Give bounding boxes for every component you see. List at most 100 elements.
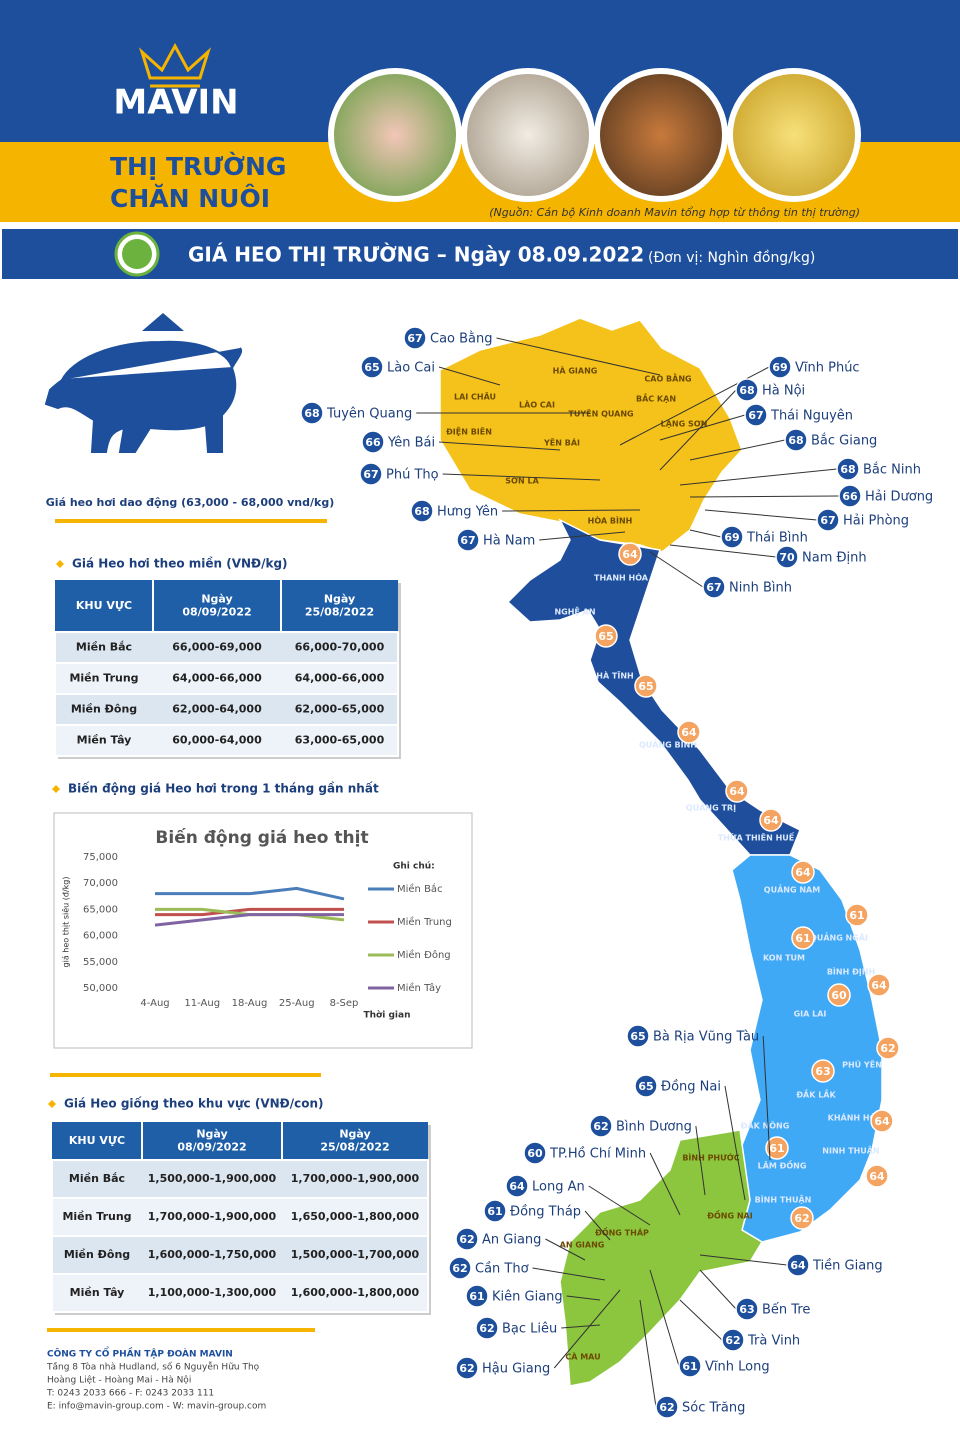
- callout-name: Cao Bằng: [430, 332, 493, 347]
- callout-line: [704, 509, 818, 521]
- callout-badge: [456, 528, 480, 552]
- map-badge: [677, 720, 701, 744]
- map-region-label: QUẢNG BÌNH: [639, 739, 697, 750]
- map-region-label: THỪA THIÊN HUẾ: [718, 831, 795, 843]
- callout-badge: [634, 1074, 658, 1098]
- callout-name: Lào Cai: [387, 361, 435, 376]
- table-cell: 1,700,000-1,900,000: [291, 1172, 420, 1185]
- bullet: [48, 1100, 56, 1108]
- header-stripe: [0, 222, 960, 228]
- logo: MAVIN: [113, 83, 238, 123]
- callout-name: Bạc Liêu: [502, 1322, 557, 1337]
- table-row: [54, 631, 399, 664]
- map-region-label: NINH THUẬN: [822, 1146, 879, 1156]
- table-header-cell: 08/09/2022: [177, 1141, 246, 1154]
- callout-value: 61: [487, 1205, 502, 1218]
- map-region-label: CÀ MAU: [565, 1351, 600, 1362]
- y-tick-label: 65,000: [83, 904, 118, 915]
- callout-badge: [523, 1141, 547, 1165]
- callout-value: 62: [593, 1120, 608, 1133]
- banner-title: GIÁ HEO THỊ TRƯỜNG – Ngày 08.09.2022: [188, 243, 644, 267]
- callout-line: [439, 441, 561, 451]
- callout-line: [442, 473, 601, 481]
- x-tick-label: 25-Aug: [279, 998, 315, 1009]
- section-heading: Biến động giá Heo hơi trong 1 tháng gần …: [68, 782, 379, 796]
- divider: [55, 519, 327, 523]
- callout-value: 65: [638, 1080, 653, 1093]
- map-badge: [791, 926, 815, 950]
- content: Giá Heo hơi theo miền (VNĐ/kg) Biến động …: [46, 326, 933, 1419]
- map-badge: [811, 1059, 835, 1083]
- callout-name: An Giang: [482, 1233, 541, 1248]
- table-cell: 1,600,000-1,800,000: [291, 1286, 420, 1299]
- callout-line: [695, 1125, 706, 1196]
- map-badge: [634, 674, 658, 698]
- callout-line: [553, 1289, 621, 1369]
- map-badge-value: 65: [638, 680, 653, 693]
- table-cell: 1,700,000-1,900,000: [148, 1210, 277, 1223]
- callout-value: 60: [527, 1147, 543, 1160]
- callout-badge: [838, 484, 862, 508]
- bullet: [52, 785, 60, 793]
- callout-badge: [786, 1253, 810, 1277]
- callout-name: Long An: [532, 1180, 585, 1195]
- callout-badge: [702, 575, 726, 599]
- map-badge-value: 64: [729, 785, 745, 798]
- callout-value: 62: [725, 1334, 740, 1347]
- map-badge-value: 63: [815, 1065, 830, 1078]
- callout-badge: [768, 355, 792, 379]
- callout-value: 68: [739, 384, 754, 397]
- map-badge-value: 64: [681, 726, 697, 739]
- map-south: [559, 1129, 764, 1387]
- callout-badge: [744, 403, 768, 427]
- table-header: [55, 580, 398, 632]
- table-header-cell: Ngày: [339, 1128, 370, 1141]
- table-cell: Miền Bắc: [69, 1172, 125, 1185]
- legend-label: Miền Đông: [397, 949, 451, 961]
- callout-badge: [816, 508, 840, 532]
- callout-line: [689, 439, 786, 461]
- callout-value: 66: [365, 436, 381, 449]
- callout-value: 68: [414, 505, 429, 518]
- map-region-label: QUẢNG NGÃI: [810, 932, 868, 943]
- table-row: [54, 724, 399, 757]
- table-cell: 1,500,000-1,700,000: [291, 1248, 420, 1261]
- map-region-label: HÀ GIANG: [553, 365, 598, 376]
- callout-line: [532, 1267, 606, 1281]
- photo-circles: [328, 68, 861, 202]
- legend-label: Miền Bắc: [397, 882, 443, 895]
- callout-line: [438, 366, 501, 386]
- table-header-cell: Ngày: [196, 1128, 227, 1141]
- banner-unit: (Đơn vị: Nghìn đồng/kg): [648, 249, 815, 266]
- callout-badge: [589, 1114, 613, 1138]
- divider: [50, 1073, 321, 1077]
- callout-name: Thái Bình: [746, 531, 808, 546]
- y-tick-label: 50,000: [83, 983, 118, 994]
- callout-name: Hưng Yên: [437, 505, 498, 520]
- map-region-label: ĐẮK LẮK: [796, 1088, 836, 1100]
- callout-name: Cần Thơ: [475, 1262, 529, 1277]
- map-badge: [618, 542, 642, 566]
- map-badge: [725, 779, 749, 803]
- callout-line: [659, 414, 746, 441]
- callout-name: Đồng Tháp: [510, 1205, 581, 1220]
- callout-badge: [505, 1174, 529, 1198]
- callout-line: [762, 1035, 771, 1161]
- map-north: [439, 317, 743, 553]
- map-badge: [791, 860, 815, 884]
- table-cell: 60,000-64,000: [172, 734, 262, 747]
- callout-name: Vĩnh Long: [705, 1360, 770, 1375]
- callout-badge: [626, 1024, 650, 1048]
- callout-value: 69: [724, 531, 739, 544]
- callout-line: [584, 1210, 611, 1241]
- table-cell: 62,000-64,000: [172, 703, 262, 716]
- callout-value: 68: [840, 463, 855, 476]
- callout-name: Ninh Bình: [729, 581, 792, 596]
- crown: [138, 42, 212, 88]
- map-region-label: QUẢNG NAM: [764, 884, 820, 895]
- banner-icon: [122, 239, 152, 269]
- y-tick-label: 60,000: [83, 931, 118, 942]
- summary: Giá heo hơi dao động (63,000 - 68,000 vn…: [46, 496, 334, 509]
- line-series: [155, 907, 344, 917]
- x-tick-label: 18-Aug: [232, 998, 268, 1009]
